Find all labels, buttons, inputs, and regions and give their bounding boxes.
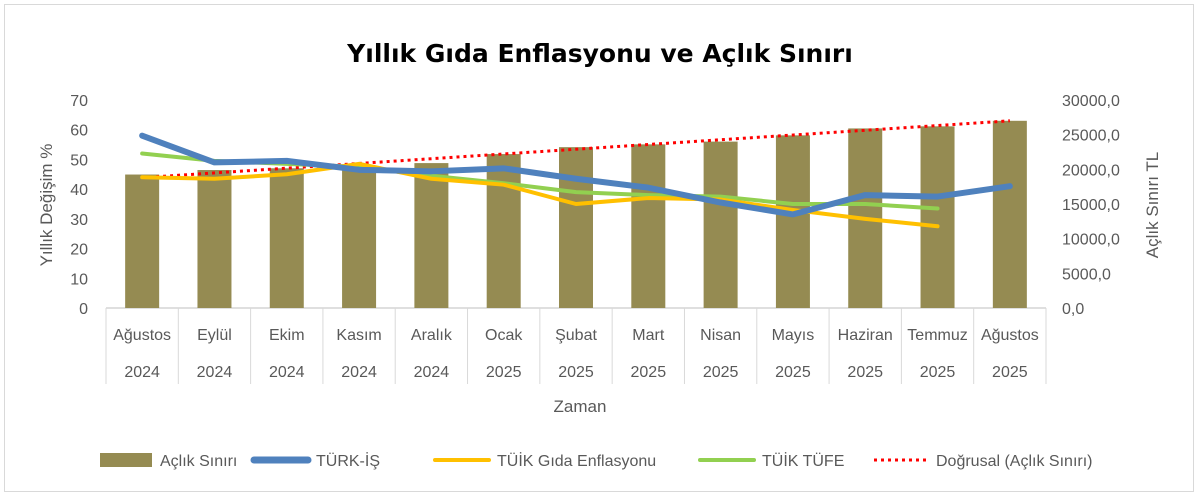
x-tick-label-month: Mayıs (772, 327, 815, 344)
bar-aclik-siniri (992, 120, 1027, 308)
y-right-tick-label: 30000,0 (1062, 93, 1120, 110)
trend-line-aclik-siniri (142, 119, 1010, 180)
bar-aclik-siniri (342, 166, 377, 308)
y-left-tick-label: 0 (79, 301, 88, 318)
bar-aclik-siniri (414, 163, 449, 308)
x-tick-label-month: Mart (632, 327, 665, 344)
y-right-tick-label: 25000,0 (1062, 128, 1120, 145)
legend-label: Doğrusal (Açlık Sınırı) (936, 453, 1092, 470)
x-tick-label-month: Şubat (555, 327, 597, 344)
x-tick-label-month: Ocak (485, 327, 523, 344)
legend-item-tuik-gida: TÜİK Gıda Enflasyonu (433, 451, 656, 470)
x-tick-label-month: Ekim (269, 327, 305, 344)
y-axis-right-title: Açlık Sınırı TL (1143, 152, 1162, 258)
x-tick-label-month: Ağustos (113, 327, 171, 344)
legend-item-trend: Doğrusal (Açlık Sınırı) (874, 453, 1092, 470)
x-axis-title: Zaman (554, 397, 607, 416)
x-tick-label-year: 2024 (197, 364, 233, 381)
bar-aclik-siniri (631, 144, 666, 308)
y-left-tick-label: 70 (70, 93, 88, 110)
legend-label: TÜRK-İŞ (316, 451, 380, 470)
x-tick-label-year: 2025 (920, 364, 956, 381)
x-tick-label-year: 2024 (341, 364, 377, 381)
legend-item-tuik-tufe: TÜİK TÜFE (698, 451, 844, 470)
plot-area: 0 10 20 30 40 50 60 70 0,0 5000,0 10000,0 15000,0 20… (70, 93, 1120, 384)
legend-label: Açlık Sınırı (160, 453, 237, 470)
y-right-tick-label: 20000,0 (1062, 162, 1120, 179)
x-tick-label-month: Temmuz (907, 327, 967, 344)
bar-aclik-siniri (703, 141, 738, 308)
y-right-tick-label: 10000,0 (1062, 232, 1120, 249)
y-left-tick-label: 10 (70, 271, 88, 288)
y-right-tick-label: 0,0 (1062, 301, 1084, 318)
x-tick-label-year: 2024 (414, 364, 450, 381)
y-right-tick-label: 5000,0 (1062, 266, 1111, 283)
y-right-tick-label: 15000,0 (1062, 197, 1120, 214)
bar-aclik-siniri (486, 154, 521, 308)
x-tick-label-month: Eylül (197, 327, 232, 344)
x-tick-label-month: Nisan (700, 327, 741, 344)
bar-aclik-siniri (920, 126, 955, 308)
chart-title: Yıllık Gıda Enflasyonu ve Açlık Sınırı (346, 39, 853, 68)
x-tick-label-year: 2025 (992, 364, 1028, 381)
bar-aclik-siniri (559, 147, 593, 308)
bar-aclik-siniri (197, 170, 232, 308)
bar-aclik-siniri (775, 135, 810, 308)
legend-label: TÜİK Gıda Enflasyonu (497, 451, 656, 470)
legend-swatch (100, 453, 152, 467)
y-left-tick-label: 60 (70, 123, 88, 140)
x-tick-label-month: Kasım (336, 327, 381, 344)
x-tick-label-year: 2025 (631, 364, 667, 381)
line-turk-is (139, 132, 1013, 218)
y-left-tick-label: 40 (70, 182, 88, 199)
y-left-tick-label: 50 (70, 152, 88, 169)
x-tick-label-year: 2025 (775, 364, 811, 381)
x-tick-label-year: 2024 (124, 364, 160, 381)
y-left-tick-label: 30 (70, 212, 88, 229)
x-tick-label-year: 2025 (703, 364, 739, 381)
x-tick-label-year: 2025 (847, 364, 883, 381)
x-tick-label-year: 2025 (558, 364, 594, 381)
x-tick-label-year: 2024 (269, 364, 305, 381)
bar-aclik-siniri (125, 174, 160, 308)
x-tick-label-month: Ağustos (981, 327, 1039, 344)
legend-item-turk-is: TÜRK-İŞ (250, 451, 380, 470)
x-tick-label-year: 2025 (486, 364, 522, 381)
x-tick-label-month: Aralık (411, 327, 453, 344)
legend: Açlık Sınırı TÜRK-İŞ TÜİK Gıda Enflasyonu T… (100, 451, 1092, 470)
legend-label: TÜİK TÜFE (762, 451, 844, 470)
y-left-tick-label: 20 (70, 242, 88, 259)
x-tick-label-month: Haziran (838, 327, 893, 344)
bar-aclik-siniri (269, 168, 304, 308)
legend-item-aclik-siniri: Açlık Sınırı (100, 453, 237, 470)
y-axis-left-title: Yıllık Değişim % (37, 144, 56, 267)
